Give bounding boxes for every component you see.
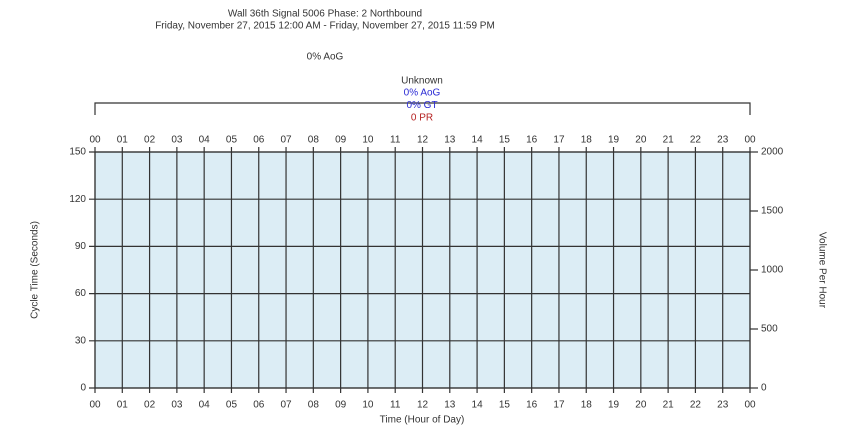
x-tick-label: 17 bbox=[553, 135, 565, 146]
plan-stat: 0% GT bbox=[406, 100, 437, 111]
x-tick-label: 12 bbox=[417, 400, 429, 411]
x-tick-label: 15 bbox=[499, 135, 511, 146]
x-tick-label: 14 bbox=[472, 400, 484, 411]
x-tick-label: 05 bbox=[226, 400, 238, 411]
summary: 0% AoG bbox=[307, 52, 344, 63]
x-tick-label: 23 bbox=[717, 135, 729, 146]
x-tick-label: 12 bbox=[417, 135, 429, 146]
x-tick-label: 13 bbox=[444, 400, 456, 411]
x-tick-label: 01 bbox=[117, 400, 129, 411]
x-tick-label: 07 bbox=[280, 135, 292, 146]
chart-title: Wall 36th Signal 5006 Phase: 2 Northboun… bbox=[228, 9, 422, 20]
x-tick-label: 11 bbox=[390, 400, 401, 411]
y-axis-label: Cycle Time (Seconds) bbox=[30, 221, 41, 319]
x-tick-label: 16 bbox=[526, 135, 538, 146]
x-tick-label: 11 bbox=[390, 135, 401, 146]
x-tick-label: 00 bbox=[744, 400, 756, 411]
plan-stat: 0 PR bbox=[411, 113, 433, 124]
x-tick-label: 19 bbox=[608, 400, 620, 411]
x-tick-label: 17 bbox=[553, 400, 565, 411]
x-tick-label: 10 bbox=[362, 135, 374, 146]
x-tick-label: 20 bbox=[635, 400, 647, 411]
x-tick-label: 18 bbox=[581, 400, 593, 411]
x-tick-label: 00 bbox=[89, 400, 101, 411]
x-tick-label: 20 bbox=[635, 135, 647, 146]
plan-name: Unknown bbox=[401, 76, 443, 87]
x-tick-label: 21 bbox=[663, 400, 675, 411]
y2-tick-label: 2000 bbox=[761, 147, 784, 158]
y-tick-label: 60 bbox=[75, 288, 87, 299]
x-tick-label: 02 bbox=[144, 135, 156, 146]
x-tick-label: 21 bbox=[663, 135, 675, 146]
x-tick-label: 10 bbox=[362, 400, 374, 411]
x-tick-label: 04 bbox=[199, 135, 211, 146]
x-tick-label: 03 bbox=[171, 135, 183, 146]
chart-subtitle: Friday, November 27, 2015 12:00 AM - Fri… bbox=[155, 21, 495, 32]
x-tick-label: 13 bbox=[444, 135, 456, 146]
x-tick-label: 04 bbox=[199, 400, 211, 411]
y2-tick-label: 1500 bbox=[761, 206, 784, 217]
y2-tick-label: 500 bbox=[761, 324, 778, 335]
plan-bracket bbox=[94, 102, 751, 115]
x-tick-label: 23 bbox=[717, 400, 729, 411]
x-tick-label: 22 bbox=[690, 135, 702, 146]
x-tick-label: 08 bbox=[308, 135, 320, 146]
x-tick-label: 09 bbox=[335, 400, 347, 411]
y-tick-label: 120 bbox=[69, 194, 86, 205]
x-tick-label: 02 bbox=[144, 400, 156, 411]
x-tick-label: 01 bbox=[117, 135, 129, 146]
y-tick-label: 90 bbox=[75, 241, 87, 252]
plan-stat: 0% AoG bbox=[404, 88, 441, 99]
x-tick-label: 08 bbox=[308, 400, 320, 411]
x-tick-label: 09 bbox=[335, 135, 347, 146]
x-axis-label: Time (Hour of Day) bbox=[380, 415, 465, 426]
x-tick-label: 00 bbox=[89, 135, 101, 146]
x-tick-label: 18 bbox=[581, 135, 593, 146]
x-tick-label: 19 bbox=[608, 135, 620, 146]
x-tick-label: 22 bbox=[690, 400, 702, 411]
y-tick-label: 0 bbox=[80, 383, 86, 394]
y-tick-label: 150 bbox=[69, 147, 86, 158]
x-tick-label: 06 bbox=[253, 135, 265, 146]
x-tick-label: 06 bbox=[253, 400, 265, 411]
x-tick-label: 16 bbox=[526, 400, 538, 411]
y2-tick-label: 1000 bbox=[761, 265, 784, 276]
y2-axis-label: Volume Per Hour bbox=[816, 232, 827, 309]
x-tick-label: 15 bbox=[499, 400, 511, 411]
x-tick-label: 00 bbox=[744, 135, 756, 146]
y2-tick-label: 0 bbox=[761, 383, 767, 394]
x-tick-label: 14 bbox=[472, 135, 484, 146]
y-tick-label: 30 bbox=[75, 335, 87, 346]
x-tick-label: 03 bbox=[171, 400, 183, 411]
x-tick-label: 07 bbox=[280, 400, 292, 411]
x-tick-label: 05 bbox=[226, 135, 238, 146]
